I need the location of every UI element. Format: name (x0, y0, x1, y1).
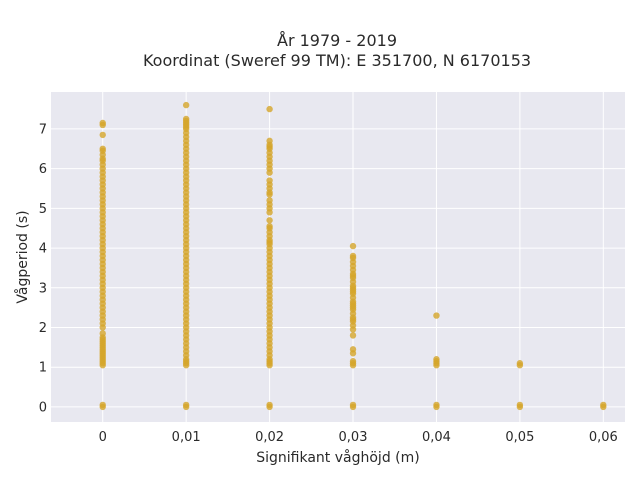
data-point (349, 272, 357, 280)
y-tick-label: 3 (39, 281, 47, 296)
data-point (349, 346, 357, 353)
data-point (99, 330, 106, 337)
x-tick-label: 0,03 (339, 430, 368, 445)
data-point (266, 191, 273, 198)
plot-area (51, 92, 625, 422)
data-point (182, 101, 190, 109)
data-point (349, 284, 357, 291)
data-point (516, 360, 524, 367)
x-tick-label: 0,04 (422, 430, 451, 445)
chart-title-line-1: År 1979 - 2019 (277, 31, 397, 50)
data-point (266, 177, 273, 184)
x-tick-label: 0,01 (172, 430, 201, 445)
x-tick-label: 0 (99, 430, 107, 445)
x-tick-label: 0,02 (255, 430, 284, 445)
y-axis-label: Vågperiod (s) (14, 210, 31, 303)
data-point (266, 223, 273, 230)
y-tick-label: 5 (39, 202, 47, 217)
y-tick-label: 6 (39, 162, 47, 177)
data-point (349, 252, 357, 260)
data-point (349, 242, 357, 250)
data-point (349, 401, 357, 409)
x-tick-labels: 0 0,01 0,02 0,03 0,04 0,05 0,06 (99, 430, 618, 445)
data-point (99, 401, 106, 409)
data-point (433, 356, 440, 363)
data-point (433, 401, 440, 409)
data-point (99, 119, 106, 127)
data-point (266, 217, 273, 224)
x-axis-label: Signifikant våghöjd (m) (256, 449, 419, 466)
data-point (433, 312, 440, 319)
data-point (266, 238, 273, 246)
data-point (600, 401, 607, 409)
x-tick-label: 0,05 (505, 430, 534, 445)
y-tick-label: 0 (39, 400, 47, 415)
data-point (349, 300, 357, 307)
data-point (266, 197, 273, 204)
chart-title-line-2: Koordinat (Sweref 99 TM): E 351700, N 61… (143, 51, 531, 70)
data-point (266, 105, 273, 113)
data-point (99, 157, 106, 164)
data-point (516, 401, 524, 409)
data-point (266, 401, 273, 409)
data-point (266, 137, 273, 145)
data-point (349, 358, 357, 365)
data-point (349, 332, 357, 339)
y-tick-labels: 0 1 2 3 4 5 6 7 (39, 122, 47, 415)
y-gridlines (51, 128, 625, 408)
data-points (99, 101, 607, 411)
data-point (349, 316, 357, 323)
data-point (99, 131, 106, 139)
data-point (99, 145, 106, 152)
y-tick-label: 7 (39, 122, 47, 137)
y-tick-label: 4 (39, 242, 47, 257)
y-tick-label: 2 (39, 321, 47, 336)
data-point (182, 115, 190, 123)
x-tick-label: 0,06 (589, 430, 618, 445)
data-point (182, 401, 190, 409)
y-tick-label: 1 (39, 361, 47, 376)
